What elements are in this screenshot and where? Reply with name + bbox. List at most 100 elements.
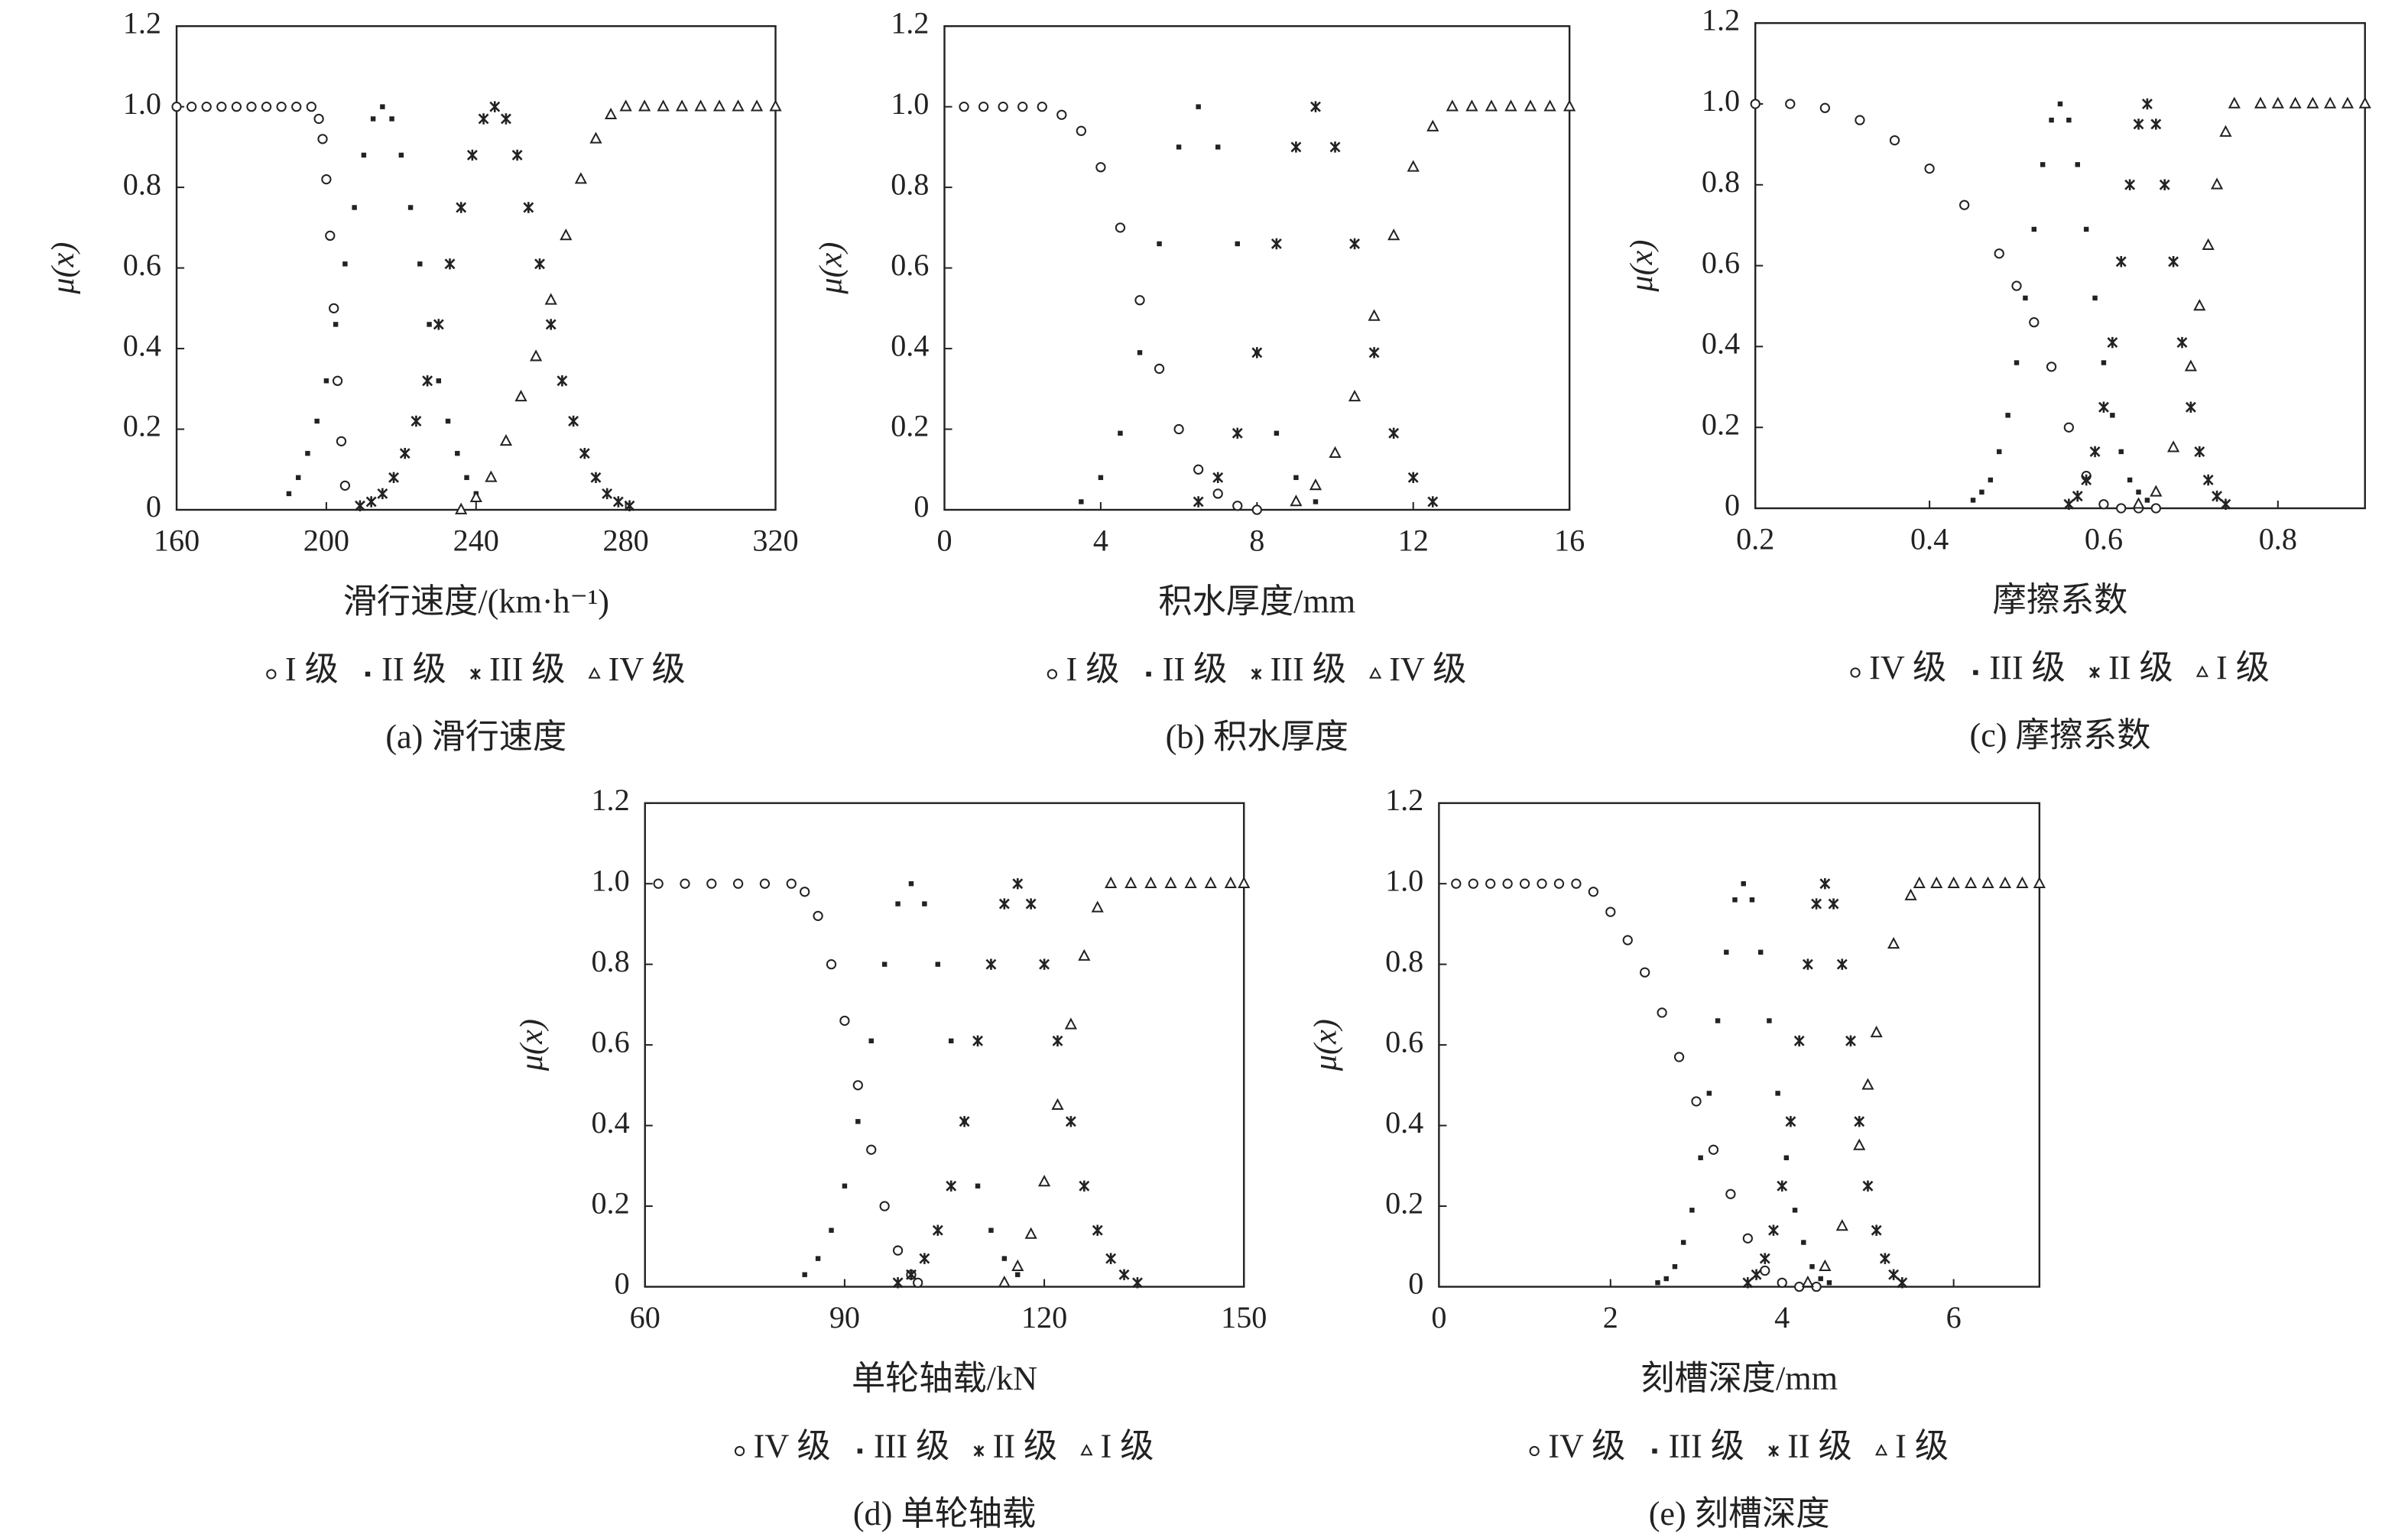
marker-circle <box>216 102 227 112</box>
marker-square <box>1826 1280 1832 1286</box>
marker-triangle <box>1819 1259 1832 1271</box>
marker-asterisk <box>433 319 444 330</box>
marker-square <box>333 322 339 327</box>
marker-square <box>1274 430 1280 436</box>
y-tick-label: 0.4 <box>1385 1105 1423 1140</box>
marker-circle <box>1994 248 2004 259</box>
marker-asterisk <box>1845 1035 1856 1047</box>
legend-label: II 级 <box>993 1428 1058 1465</box>
legend-label: II 级 <box>1787 1428 1852 1465</box>
marker-asterisk <box>1012 877 1024 890</box>
marker-square <box>1997 449 2002 455</box>
y-tick-label: 0.8 <box>123 167 161 201</box>
marker-circle <box>786 878 797 889</box>
marker-triangle <box>544 293 557 305</box>
marker-triangle <box>455 502 468 514</box>
marker-asterisk <box>1768 1224 1779 1236</box>
marker-circle <box>325 230 336 242</box>
x-tick-label: 280 <box>603 523 649 557</box>
marker-circle <box>2150 503 2161 514</box>
marker-asterisk <box>399 447 411 459</box>
legend-marker <box>365 671 371 677</box>
marker-asterisk <box>2185 401 2196 413</box>
marker-triangle <box>712 99 726 112</box>
x-axis-label: 刻槽深度/mm <box>1640 1360 1838 1397</box>
marker-asterisk <box>2072 490 2083 502</box>
marker-circle <box>1657 1007 1667 1018</box>
marker-circle <box>826 959 837 970</box>
legend-marker <box>1973 670 1978 676</box>
x-tick-label: 90 <box>829 1300 860 1335</box>
marker-triangle <box>638 99 651 112</box>
marker-asterisk <box>1310 101 1321 112</box>
marker-triangle <box>1835 1219 1848 1231</box>
marker-square <box>1680 1240 1686 1245</box>
marker-circle <box>2098 499 2109 510</box>
marker-asterisk <box>422 375 433 387</box>
marker-asterisk <box>365 496 377 508</box>
marker-asterisk <box>602 488 613 500</box>
marker-square <box>1098 475 1104 481</box>
marker-square <box>975 1183 981 1189</box>
marker-triangle <box>2166 440 2180 452</box>
marker-circle <box>1134 295 1145 306</box>
marker-asterisk <box>1065 1116 1076 1127</box>
marker-triangle <box>675 99 689 112</box>
marker-circle <box>800 887 810 897</box>
y-tick-label: 0.6 <box>891 248 929 282</box>
marker-asterisk <box>2194 446 2205 458</box>
marker-circle <box>1095 162 1106 173</box>
marker-square <box>1767 1018 1772 1023</box>
marker-asterisk <box>1427 496 1439 508</box>
marker-circle <box>1115 222 1126 233</box>
y-tick-label: 0.4 <box>891 328 929 362</box>
marker-triangle <box>1446 99 1459 112</box>
marker-asterisk <box>2176 336 2188 349</box>
marker-square <box>455 450 460 456</box>
marker-square <box>2031 226 2037 232</box>
legend-label: I 级 <box>1066 650 1119 688</box>
marker-asterisk <box>511 149 523 161</box>
marker-triangle <box>1024 1227 1037 1239</box>
marker-triangle <box>1465 99 1478 112</box>
marker-triangle <box>1947 876 1960 889</box>
x-axis-label: 摩擦系数 <box>1993 582 2128 619</box>
marker-square <box>2101 360 2107 365</box>
marker-asterisk <box>985 958 997 970</box>
legend-label: IV 级 <box>754 1428 831 1465</box>
legend-label: I 级 <box>285 650 339 688</box>
marker-square <box>1698 1155 1703 1160</box>
marker-square <box>1970 498 1976 503</box>
marker-triangle <box>2219 125 2232 137</box>
marker-circle <box>852 1080 863 1091</box>
marker-square <box>314 418 320 424</box>
marker-asterisk <box>1407 472 1419 484</box>
marker-asterisk <box>2089 446 2101 458</box>
y-tick-label: 1.0 <box>891 86 929 121</box>
marker-circle <box>1502 878 1513 889</box>
marker-circle <box>959 102 969 112</box>
marker-square <box>855 1119 861 1124</box>
marker-square <box>1715 1018 1721 1023</box>
marker-square <box>1818 1276 1823 1282</box>
marker-square <box>1137 350 1143 355</box>
y-tick-label: 0 <box>615 1266 630 1301</box>
x-tick-label: 0 <box>1431 1300 1446 1335</box>
y-axis-label: μ(x) <box>45 242 81 295</box>
y-tick-label: 0 <box>1725 488 1740 522</box>
marker-triangle <box>732 99 745 112</box>
marker-square <box>1293 475 1299 481</box>
marker-triangle <box>1204 876 1217 889</box>
x-tick-label: 320 <box>752 523 798 557</box>
y-tick-label: 0.6 <box>1385 1024 1423 1059</box>
marker-circle <box>732 878 744 889</box>
y-tick-label: 1.2 <box>891 5 929 40</box>
marker-circle <box>171 102 182 112</box>
y-tick-label: 0 <box>914 489 929 524</box>
marker-asterisk <box>411 415 422 427</box>
marker-square <box>1215 144 1221 150</box>
marker-asterisk <box>2150 118 2162 130</box>
legend-label: III 级 <box>1989 649 2065 686</box>
y-tick-label: 0.2 <box>1385 1185 1423 1220</box>
marker-square <box>305 450 310 456</box>
